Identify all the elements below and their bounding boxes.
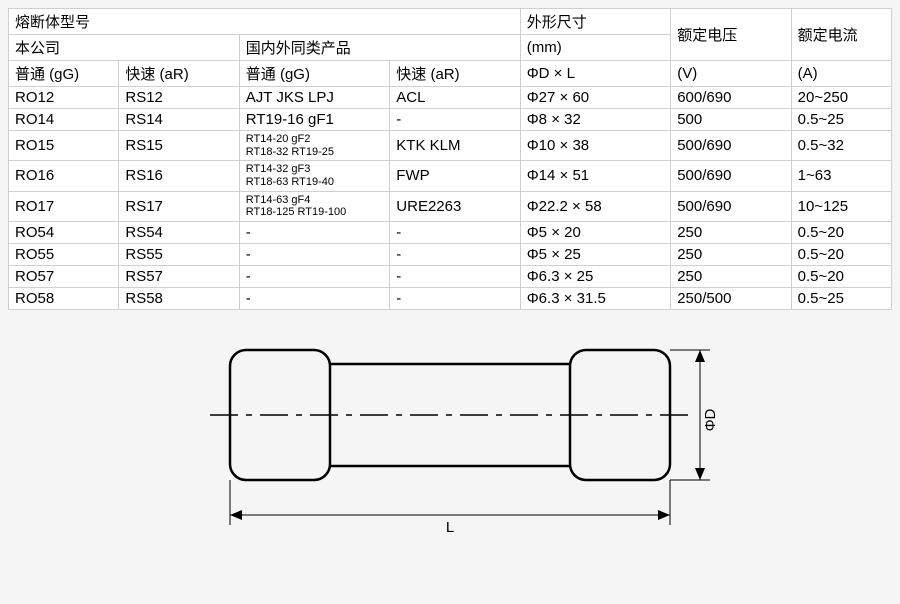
cell-a: 1~63: [791, 161, 891, 191]
table-row: RO58RS58--Φ6.3 × 31.5250/5000.5~25: [9, 287, 892, 309]
cell-sim_ar: -: [390, 265, 520, 287]
table-row: RO15RS15RT14-20 gF2RT18-32 RT19-25KTK KL…: [9, 131, 892, 161]
cell-sim_gg: -: [239, 221, 390, 243]
cell-gg: RO17: [9, 191, 119, 221]
cell-d: Φ5 × 25: [520, 243, 671, 265]
cell-ar: RS17: [119, 191, 239, 221]
cell-gg: RO15: [9, 131, 119, 161]
cell-gg: RO57: [9, 265, 119, 287]
cell-sim_ar: -: [390, 109, 520, 131]
cell-sim_gg: RT14-63 gF4RT18-125 RT19-100: [239, 191, 390, 221]
hdr-dims-unit: (mm): [520, 35, 671, 61]
cell-gg: RO54: [9, 221, 119, 243]
hdr-voltage: 额定电压: [671, 9, 791, 61]
cell-a: 0.5~20: [791, 221, 891, 243]
cell-gg: RO16: [9, 161, 119, 191]
cell-sim_gg: -: [239, 243, 390, 265]
cell-v: 500: [671, 109, 791, 131]
cell-v: 250: [671, 265, 791, 287]
cell-ar: RS54: [119, 221, 239, 243]
cell-sim_ar: FWP: [390, 161, 520, 191]
hdr-our-company: 本公司: [9, 35, 240, 61]
cell-ar: RS58: [119, 287, 239, 309]
cell-sim_gg: RT14-20 gF2RT18-32 RT19-25: [239, 131, 390, 161]
hdr-dxl: ΦD × L: [520, 61, 671, 87]
cell-v: 250/500: [671, 287, 791, 309]
cell-sim_ar: KTK KLM: [390, 131, 520, 161]
fuse-spec-table: 熔断体型号 外形尺寸 额定电压 额定电流 本公司 国内外同类产品 (mm) 普通…: [8, 8, 892, 310]
hdr-ar-2: 快速 (aR): [390, 61, 520, 87]
hdr-ar-1: 快速 (aR): [119, 61, 239, 87]
hdr-a: (A): [791, 61, 891, 87]
cell-d: Φ8 × 32: [520, 109, 671, 131]
cell-gg: RO58: [9, 287, 119, 309]
hdr-dims: 外形尺寸: [520, 9, 671, 35]
cell-d: Φ14 × 51: [520, 161, 671, 191]
cell-sim_gg: AJT JKS LPJ: [239, 87, 390, 109]
cell-a: 0.5~32: [791, 131, 891, 161]
cell-sim_gg: -: [239, 265, 390, 287]
table-row: RO17RS17RT14-63 gF4RT18-125 RT19-100URE2…: [9, 191, 892, 221]
cell-gg: RO12: [9, 87, 119, 109]
cell-v: 250: [671, 221, 791, 243]
table-row: RO12RS12AJT JKS LPJACLΦ27 × 60600/69020~…: [9, 87, 892, 109]
cell-sim_gg: -: [239, 287, 390, 309]
table-row: RO57RS57--Φ6.3 × 252500.5~20: [9, 265, 892, 287]
table-row: RO55RS55--Φ5 × 252500.5~20: [9, 243, 892, 265]
table-row: RO54RS54--Φ5 × 202500.5~20: [9, 221, 892, 243]
cell-v: 500/690: [671, 161, 791, 191]
label-l: L: [446, 519, 454, 536]
cell-sim_ar: URE2263: [390, 191, 520, 221]
cell-a: 10~125: [791, 191, 891, 221]
cell-d: Φ6.3 × 25: [520, 265, 671, 287]
cell-d: Φ5 × 20: [520, 221, 671, 243]
hdr-model: 熔断体型号: [9, 9, 521, 35]
hdr-gg-2: 普通 (gG): [239, 61, 390, 87]
cell-sim_ar: -: [390, 287, 520, 309]
cell-a: 0.5~20: [791, 243, 891, 265]
cell-sim_ar: -: [390, 243, 520, 265]
hdr-current: 额定电流: [791, 9, 891, 61]
cell-d: Φ6.3 × 31.5: [520, 287, 671, 309]
cell-v: 250: [671, 243, 791, 265]
cell-sim_ar: ACL: [390, 87, 520, 109]
cell-a: 20~250: [791, 87, 891, 109]
table-row: RO14RS14RT19-16 gF1-Φ8 × 325000.5~25: [9, 109, 892, 131]
cell-d: Φ27 × 60: [520, 87, 671, 109]
cell-gg: RO14: [9, 109, 119, 131]
cell-ar: RS14: [119, 109, 239, 131]
cell-v: 500/690: [671, 191, 791, 221]
cell-a: 0.5~20: [791, 265, 891, 287]
hdr-gg-1: 普通 (gG): [9, 61, 119, 87]
cell-a: 0.5~25: [791, 109, 891, 131]
cell-ar: RS16: [119, 161, 239, 191]
cell-ar: RS12: [119, 87, 239, 109]
label-d: ΦD: [702, 408, 719, 431]
hdr-similar: 国内外同类产品: [239, 35, 520, 61]
cell-v: 600/690: [671, 87, 791, 109]
fuse-diagram: ΦD L: [8, 310, 892, 550]
cell-sim_gg: RT14-32 gF3RT18-63 RT19-40: [239, 161, 390, 191]
cell-ar: RS15: [119, 131, 239, 161]
cell-sim_ar: -: [390, 221, 520, 243]
cell-d: Φ22.2 × 58: [520, 191, 671, 221]
table-row: RO16RS16RT14-32 gF3RT18-63 RT19-40FWPΦ14…: [9, 161, 892, 191]
cell-a: 0.5~25: [791, 287, 891, 309]
cell-d: Φ10 × 38: [520, 131, 671, 161]
hdr-v: (V): [671, 61, 791, 87]
cell-v: 500/690: [671, 131, 791, 161]
cell-ar: RS55: [119, 243, 239, 265]
cell-ar: RS57: [119, 265, 239, 287]
cell-gg: RO55: [9, 243, 119, 265]
cell-sim_gg: RT19-16 gF1: [239, 109, 390, 131]
